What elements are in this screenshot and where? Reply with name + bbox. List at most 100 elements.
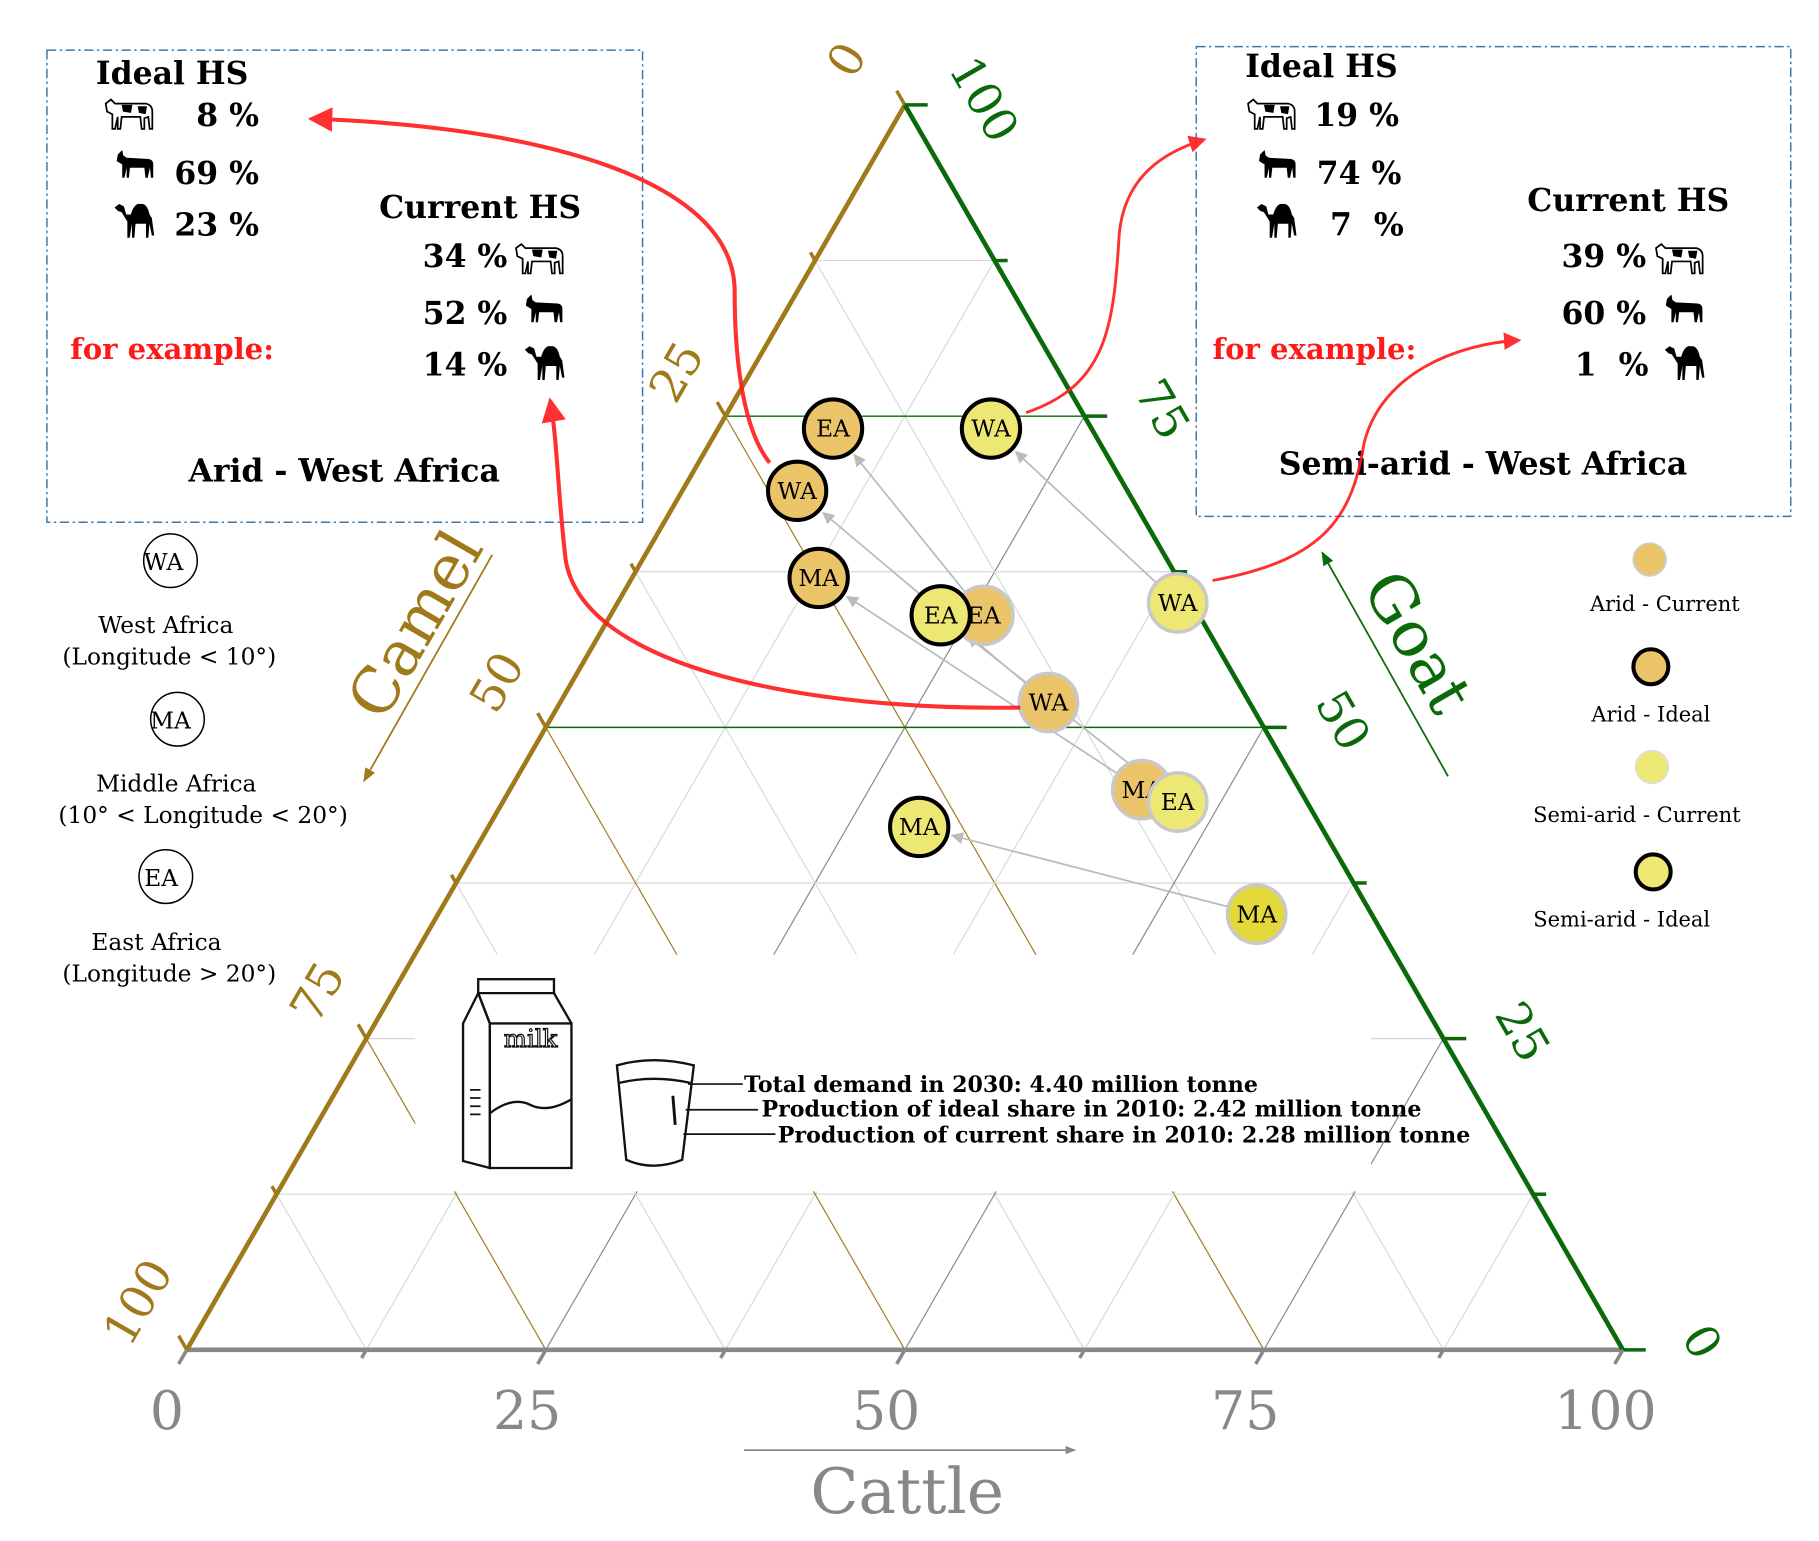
current-camel: 1 % — [1575, 346, 1649, 383]
example-label: for example: — [1213, 332, 1417, 366]
current-title: Current HS — [1527, 182, 1729, 219]
current-title: Current HS — [379, 189, 581, 226]
legend-marker — [149, 691, 206, 747]
semi-current-wa-arrow — [1212, 332, 1522, 582]
point-marker — [801, 397, 865, 460]
ideal-title: Ideal HS — [1245, 48, 1398, 85]
camel-icon — [1256, 203, 1297, 238]
cattle-tick-mark — [1613, 1348, 1625, 1365]
milk-panel-background — [415, 954, 1372, 1192]
point-arid-ideal-ea: EA — [801, 397, 865, 460]
cattle-tick-mark — [1254, 1348, 1266, 1365]
point-label: MA — [798, 565, 840, 592]
point-label: MA — [899, 814, 941, 841]
camel-tick-mark — [536, 712, 548, 729]
legend-arid-ideal-marker — [1631, 647, 1671, 687]
grid-line-camel-75 — [365, 1038, 547, 1351]
cow-icon — [1655, 243, 1704, 275]
legend-name: West Africa — [98, 612, 233, 639]
ideal-share-production-2010: Production of ideal share in 2010: 2.42 … — [761, 1097, 1421, 1123]
camel-tick-mark — [356, 1023, 368, 1040]
point-marker — [765, 459, 829, 523]
point-marker — [787, 546, 850, 610]
camel-tick-75: 75 — [279, 953, 355, 1031]
series-legend: Arid - Current Arid - Ideal Semi-arid - … — [1533, 542, 1741, 932]
goat-tick-100: 100 — [938, 47, 1029, 151]
point-label: EA — [967, 602, 1002, 629]
ideal-title: Ideal HS — [96, 55, 249, 92]
cattle-tick-mark — [177, 1348, 189, 1365]
point-marker — [909, 584, 972, 647]
camel-tick-50: 50 — [459, 643, 535, 721]
legend-arid-current-label: Arid - Current — [1589, 592, 1740, 616]
cow-icon — [104, 98, 154, 130]
current-goat: 52 % — [423, 295, 508, 332]
legend-code: MA — [150, 708, 192, 735]
semi-ideal-wa-arrow — [1025, 135, 1207, 415]
legend-arid-ideal-label: Arid - Ideal — [1590, 703, 1710, 727]
legend-marker — [138, 849, 194, 905]
goat-icon — [1665, 294, 1703, 323]
point-label: WA — [777, 478, 818, 505]
point-label: WA — [1029, 690, 1070, 717]
cattle-tick-0: 0 — [150, 1379, 184, 1442]
cattle-tick-mark — [895, 1348, 907, 1365]
goat-tick-25: 25 — [1484, 993, 1560, 1071]
point-marker — [888, 795, 951, 859]
legend-range: (Longitude < 10°) — [62, 643, 276, 670]
grid-line-cattle-75 — [1263, 1038, 1444, 1351]
goat-axis-title: Goat — [1348, 558, 1487, 725]
camel-tick-mark — [715, 401, 727, 418]
goat-direction-arrow — [1321, 551, 1449, 777]
point-semi-arid-ideal-ea: EA — [909, 584, 972, 647]
legend-arid-current-marker — [1632, 542, 1667, 577]
cow-icon — [515, 243, 564, 275]
current-cattle: 34 % — [423, 238, 508, 275]
point-arid-current-wa: WA — [1017, 671, 1080, 734]
cow-icon — [1247, 98, 1296, 130]
point-label: WA — [1158, 590, 1199, 617]
legend-name: East Africa — [91, 929, 221, 956]
goat-icon — [1259, 150, 1296, 178]
point-semi-arid-current-ea: EA — [1146, 771, 1209, 833]
highlight-arrows — [307, 107, 1522, 710]
legend-middle-africa: MA Middle Africa (10° < Longitude < 20°) — [58, 691, 348, 829]
point-arid-ideal-wa: WA — [765, 459, 829, 523]
arid-current-wa-arrow — [541, 397, 1021, 710]
milk-carton-icon: milk — [461, 977, 573, 1170]
camel-icon — [524, 346, 565, 381]
example-label: for example: — [70, 332, 274, 366]
grid-line-cattle-87.5 — [1442, 1193, 1534, 1351]
svg-text:milk: milk — [504, 1024, 558, 1053]
point-marker — [1017, 671, 1080, 734]
goat-tick-0: 0 — [1671, 1315, 1733, 1368]
current-share-production-2010: Production of current share in 2010: 2.2… — [778, 1122, 1471, 1148]
camel-tick-100: 100 — [92, 1250, 183, 1354]
point-semi-arid-current-wa: WA — [1146, 571, 1209, 634]
current-cattle: 39 % — [1562, 238, 1647, 275]
camel-tick-mark — [629, 562, 638, 573]
point-label: EA — [924, 602, 959, 629]
axis-ticks — [177, 89, 1646, 1365]
point-semi-arid-ideal-wa: WA — [959, 397, 1023, 460]
current-camel: 14 % — [423, 346, 508, 383]
box-border — [1195, 45, 1792, 518]
point-arid-ideal-ma: MA — [787, 546, 850, 610]
ideal-cattle: 8 % — [196, 97, 259, 134]
point-marker — [959, 397, 1023, 460]
point-label: EA — [816, 416, 851, 443]
cattle-tick-mark — [1437, 1348, 1445, 1359]
camel-tick-mark — [449, 874, 458, 884]
legend-semi-ideal-marker — [1633, 852, 1673, 892]
change-arrow-arid-currentea — [853, 453, 985, 616]
goat-icon — [525, 294, 563, 323]
legend-range: (Longitude > 20°) — [62, 960, 276, 987]
camel-direction-arrow — [363, 554, 493, 783]
semi-arid-west-africa-box: Ideal HS 19 % 74 % 7 % Current HS 39 % 6… — [1195, 45, 1792, 518]
camel-axis-line — [184, 103, 907, 1351]
cattle-tick-25: 25 — [493, 1379, 561, 1442]
camel-tick-mark — [270, 1185, 279, 1196]
legend-east-africa: EA East Africa (Longitude > 20°) — [62, 849, 276, 987]
